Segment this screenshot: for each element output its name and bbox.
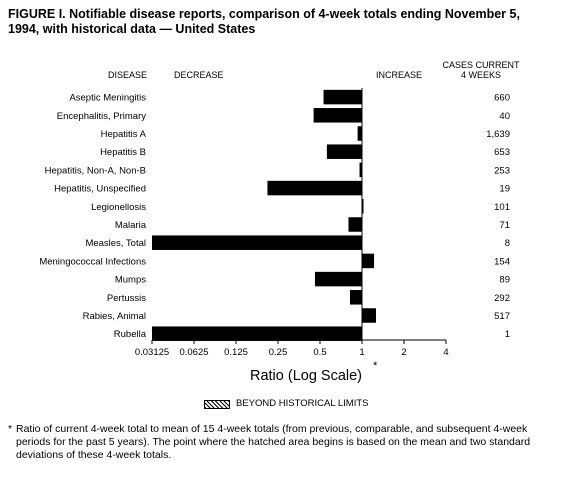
cases-value: 1,639 [486,129,510,140]
cases-value: 154 [494,256,510,267]
bar [362,253,375,269]
bar [362,308,377,323]
cases-value: 660 [494,93,510,104]
bar [152,326,362,341]
category-label: Aseptic Meningitis [69,93,146,104]
category-label: Encephalitis, Primary [57,111,146,122]
category-label: Hepatitis, Non-A, Non-B [45,165,146,176]
x-tick-label: 0.25 [269,347,288,358]
category-label: Rubella [114,329,147,340]
category-label: Hepatitis B [100,147,146,158]
category-label: Pertussis [107,293,146,304]
x-axis-label-marker: * [373,360,378,372]
cases-value: 653 [494,147,510,158]
bar [357,126,362,141]
hatched-legend-swatch [204,400,230,409]
bars-group: Aseptic Meningitis 660 Encephalitis, Prima… [39,88,510,341]
legend-label: BEYOND HISTORICAL LIMITS [236,398,369,409]
bar [348,217,362,232]
footnote: * Ratio of current 4-week total to mean … [8,423,548,462]
column-header-disease: DISEASE [108,70,147,80]
x-tick-label: 1 [359,347,364,358]
cases-value: 1 [505,329,510,340]
bar [323,89,362,105]
bar [362,199,364,214]
column-header-cases: CASES CURRENT 4 WEEKS [442,60,520,80]
column-header-decrease: DECREASE [174,70,224,80]
x-tick-label: 0.5 [313,347,326,358]
cases-value: 71 [499,220,510,231]
cases-value: 517 [494,311,510,322]
bar [267,180,362,196]
column-header-increase: INCREASE [376,70,422,80]
figure-title: FIGURE I. Notifiable disease reports, co… [8,7,520,36]
category-label: Malaria [115,220,147,231]
category-label: Mumps [115,275,146,286]
x-tick-label: 0.0625 [179,347,208,358]
cases-value: 253 [494,165,510,176]
cases-value: 19 [499,184,510,195]
cases-header-line-1: CASES CURRENT [442,60,520,70]
bar [349,290,362,305]
bar [326,144,362,159]
category-label: Rabies, Animal [83,311,146,322]
bar [152,235,362,250]
cases-header-line-2: 4 WEEKS [461,70,501,80]
x-tick-label: 4 [443,347,448,358]
cases-value: 40 [499,111,510,122]
cases-value: 292 [494,293,510,304]
footnote-text: Ratio of current 4-week total to mean of… [16,423,531,461]
bar [314,271,362,287]
category-label: Measles, Total [85,238,146,249]
category-label: Hepatitis, Unspecified [54,184,146,195]
category-label: Meningococcal Infections [39,256,146,267]
bar [313,108,362,123]
x-axis: 0.03125 0.0625 0.125 0.25 0.5 1 2 4 [135,339,449,358]
cases-value: 89 [499,275,510,286]
x-tick-label: 2 [401,347,406,358]
bar [359,162,362,178]
footnote-marker: * [8,423,13,435]
x-tick-label: 0.125 [224,347,248,358]
x-axis-label: Ratio (Log Scale) [250,368,362,384]
category-label: Hepatitis A [101,129,147,140]
x-tick-label: 0.03125 [135,347,169,358]
category-label: Legionellosis [91,202,146,213]
cases-value: 8 [505,238,510,249]
cases-value: 101 [494,202,510,213]
